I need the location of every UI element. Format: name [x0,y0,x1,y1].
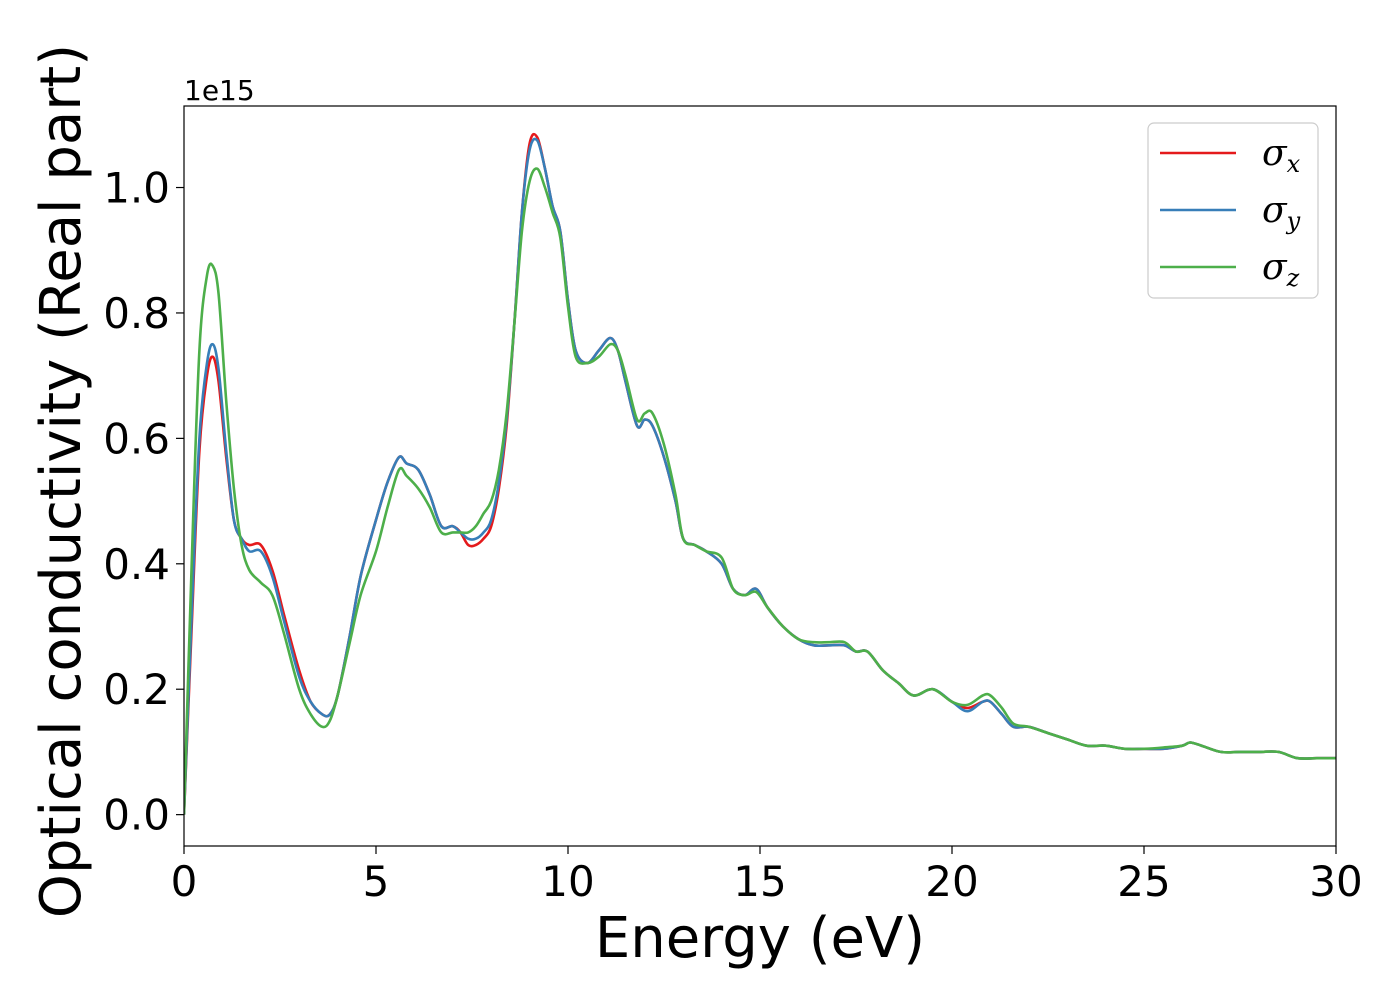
legend-label-z: σz [1262,247,1300,292]
x-tick-label: 20 [925,857,978,906]
x-axis-ticks: 0 5 10 15 20 25 30 [171,846,1363,906]
y-tick-label: 0.2 [103,665,170,714]
legend-label-y: σy [1262,190,1301,235]
y-tick-label: 1.0 [103,164,170,213]
x-tick-label: 5 [363,857,390,906]
x-tick-label: 0 [171,857,198,906]
y-axis-label: Optical conductivity (Real part) [29,44,94,918]
y-offset-label: 1e15 [184,74,255,107]
x-tick-label: 10 [541,857,594,906]
series-layer [184,132,1336,815]
series-line-z [184,167,1336,815]
y-tick-label: 0.0 [103,791,170,840]
legend: σx σy σz [1147,122,1319,299]
y-tick-label: 0.6 [103,414,170,463]
x-axis-label: Energy (eV) [595,906,925,971]
x-tick-label: 25 [1117,857,1170,906]
legend-label-x: σx [1262,133,1301,178]
y-axis-ticks: 0.0 0.2 0.4 0.6 0.8 1.0 [103,164,184,840]
x-tick-label: 15 [733,857,786,906]
y-tick-label: 0.8 [103,289,170,338]
y-tick-label: 0.4 [103,540,170,589]
x-tick-label: 30 [1309,857,1362,906]
